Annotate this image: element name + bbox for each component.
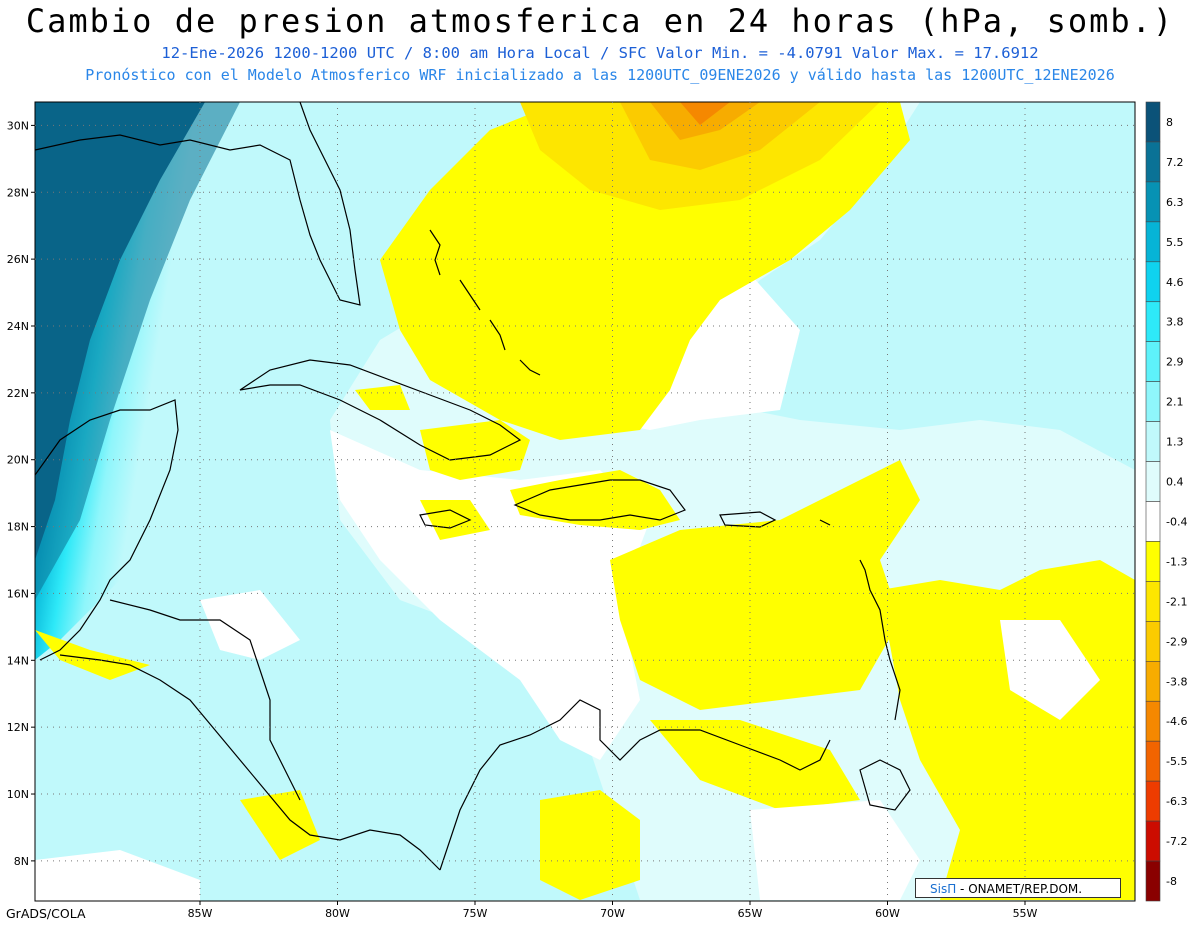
lat-tick-label: 10N (7, 788, 29, 801)
credit-brand: SisΠ (930, 882, 957, 896)
lat-tick-label: 16N (7, 587, 29, 600)
colorbar-swatch (1145, 700, 1161, 742)
lat-tick-label: 22N (7, 387, 29, 400)
colorbar-swatch (1145, 501, 1161, 542)
colorbar-label: -6.3 (1166, 795, 1187, 808)
lat-tick-label: 14N (7, 654, 29, 667)
colorbar-label: 0.4 (1166, 476, 1184, 489)
colorbar-label: -7.2 (1166, 835, 1187, 848)
colorbar-label: 4.6 (1166, 276, 1184, 289)
colorbar-swatch (1145, 341, 1161, 382)
map-border (34, 101, 1136, 902)
colorbar-swatch (1145, 181, 1161, 223)
lon-tick-label: 70W (600, 907, 625, 920)
lat-tick-label: 18N (7, 521, 29, 534)
lat-tick-label: 8N (14, 855, 29, 868)
lon-tick-label: 75W (463, 907, 488, 920)
colorbar-label: 1.3 (1166, 436, 1184, 449)
lat-tick-label: 12N (7, 721, 29, 734)
colorbar-label: -2.9 (1166, 635, 1187, 648)
colorbar-label: 7.2 (1166, 156, 1184, 169)
colorbar-swatch (1145, 541, 1161, 582)
coastlines (35, 102, 911, 871)
colorbar-label: 6.3 (1166, 196, 1184, 209)
model-info-line: Pronóstico con el Modelo Atmosferico WRF… (85, 66, 1115, 84)
shaded-field (35, 102, 1135, 901)
lon-tick-label: 60W (875, 907, 900, 920)
graticule (31, 102, 1135, 905)
lat-tick-label: 26N (7, 253, 29, 266)
colorbar-swatch (1145, 301, 1161, 343)
colorbar-label: -8 (1166, 875, 1177, 888)
colorbar-swatch (1145, 780, 1161, 822)
lon-tick-label: 65W (738, 907, 763, 920)
lon-tick-label: 55W (1013, 907, 1038, 920)
colorbar-label: -5.5 (1166, 755, 1187, 768)
colorbar-label: 5.5 (1166, 236, 1184, 249)
credit-text: - ONAMET/REP.DOM. (956, 882, 1083, 896)
colorbar: 8 7.2 6.3 5.5 4.6 3.8 2.9 2.1 1.3 0.4 -0.4 -1.3 -2.1… (1145, 101, 1187, 902)
colorbar-swatch (1145, 141, 1161, 183)
lat-tick-label: 30N (7, 119, 29, 132)
lat-tick-label: 20N (7, 454, 29, 467)
colorbar-swatch (1145, 660, 1161, 702)
map-title: Cambio de presion atmosferica en 24 hora… (25, 2, 1175, 40)
colorbar-label: 3.8 (1166, 316, 1184, 329)
lat-tick-label: 28N (7, 186, 29, 199)
colorbar-swatch (1145, 221, 1161, 263)
latitude-labels: 8N 10N 12N 14N 16N 18N 20N 22N 24N 26N 28N 30N (7, 119, 29, 867)
colorbar-label: -3.8 (1166, 675, 1187, 688)
colorbar-swatch (1145, 820, 1161, 862)
colorbar-label: -0.4 (1166, 515, 1187, 528)
colorbar-label: 2.9 (1166, 356, 1184, 369)
colorbar-swatch (1145, 461, 1161, 502)
colorbar-swatch (1145, 621, 1161, 662)
colorbar-swatch (1145, 421, 1161, 462)
credit-box: SisΠ - ONAMET/REP.DOM. (915, 878, 1121, 898)
grads-footer: GrADS/COLA (6, 906, 86, 921)
colorbar-swatch (1145, 581, 1161, 622)
colorbar-swatch (1145, 261, 1161, 303)
colorbar-swatch (1145, 740, 1161, 782)
colorbar-swatch (1145, 381, 1161, 422)
lon-tick-label: 80W (325, 907, 350, 920)
colorbar-label: -2.1 (1166, 595, 1187, 608)
colorbar-label: 8 (1166, 116, 1173, 129)
colorbar-swatch (1145, 101, 1161, 143)
colorbar-label: -4.6 (1166, 715, 1187, 728)
lat-tick-label: 24N (7, 320, 29, 333)
longitude-labels: 85W 80W 75W 70W 65W 60W 55W (188, 907, 1038, 920)
colorbar-label: -1.3 (1166, 555, 1187, 568)
valid-time-line: 12-Ene-2026 1200-1200 UTC / 8:00 am Hora… (161, 44, 1039, 62)
lon-tick-label: 85W (188, 907, 213, 920)
colorbar-label: 2.1 (1166, 396, 1184, 409)
colorbar-swatch (1145, 860, 1161, 902)
